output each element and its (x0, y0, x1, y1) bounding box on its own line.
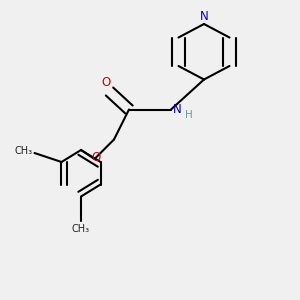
Text: CH₃: CH₃ (15, 146, 33, 157)
Text: N: N (200, 10, 208, 22)
Text: O: O (92, 151, 100, 164)
Text: O: O (102, 76, 111, 89)
Text: CH₃: CH₃ (72, 224, 90, 233)
Text: N: N (172, 103, 181, 116)
Text: H: H (185, 110, 193, 121)
